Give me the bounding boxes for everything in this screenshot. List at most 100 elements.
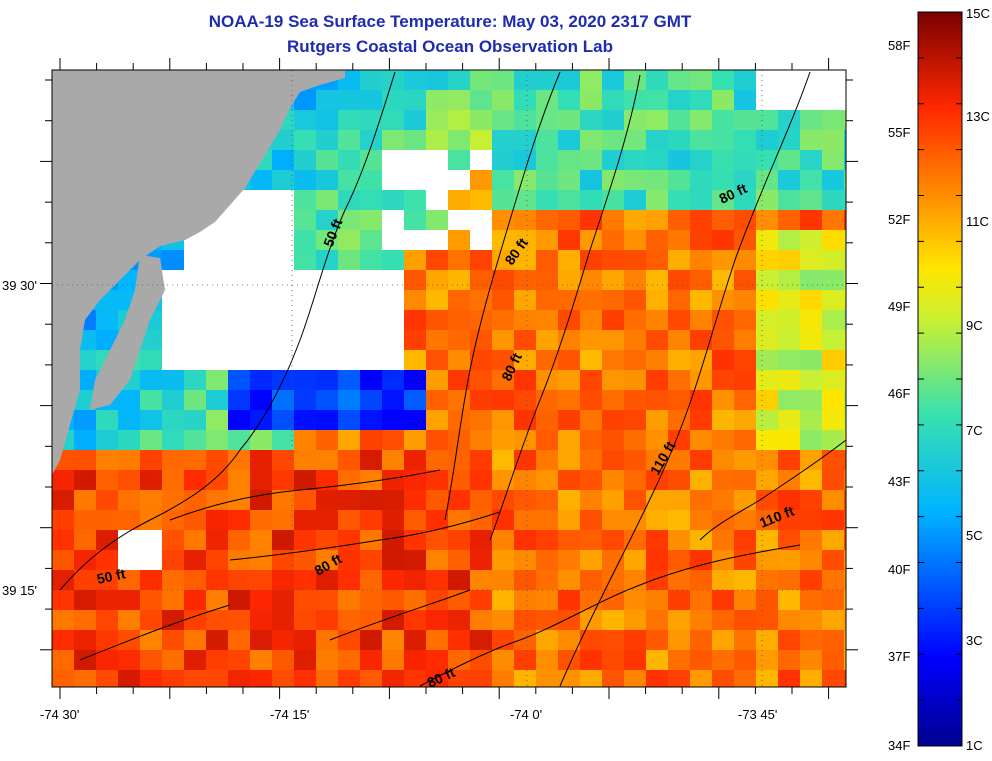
sst-cell: [470, 670, 493, 687]
sst-cell: [140, 470, 163, 491]
sst-cell: [470, 210, 493, 231]
sst-cell: [536, 310, 559, 331]
sst-cell: [778, 230, 801, 251]
sst-cell: [492, 370, 515, 391]
sst-cell: [756, 370, 779, 391]
x-tick-label: -74 30': [40, 707, 79, 722]
sst-cell: [404, 210, 427, 231]
sst-cell: [404, 190, 427, 211]
colorbar-f-label: 52F: [888, 212, 910, 227]
sst-cell: [448, 170, 471, 191]
sst-cell: [316, 130, 339, 151]
sst-cell: [470, 150, 493, 171]
sst-cell: [756, 390, 779, 411]
sst-cell: [536, 270, 559, 291]
sst-cell: [778, 270, 801, 291]
sst-cell: [228, 630, 251, 651]
sst-cell: [228, 650, 251, 671]
sst-cell: [316, 150, 339, 171]
sst-cell: [800, 670, 823, 687]
sst-cell: [602, 230, 625, 251]
sst-cell: [118, 590, 141, 611]
sst-cell: [712, 130, 735, 151]
sst-cell: [118, 450, 141, 471]
sst-cell: [338, 130, 361, 151]
sst-cell: [536, 190, 559, 211]
sst-cell: [800, 350, 823, 371]
sst-cell: [426, 330, 449, 351]
sst-cell: [96, 470, 119, 491]
sst-cell: [96, 650, 119, 671]
colorbar-f-label: 58F: [888, 38, 910, 53]
sst-cell: [74, 430, 97, 451]
sst-cell: [272, 670, 295, 687]
sst-cell: [734, 130, 757, 151]
sst-cell: [558, 210, 581, 231]
sst-cell: [646, 390, 669, 411]
sst-cell: [448, 110, 471, 131]
sst-cell: [558, 630, 581, 651]
sst-cell: [426, 290, 449, 311]
sst-cell: [426, 590, 449, 611]
sst-cell: [316, 530, 339, 551]
sst-cell: [426, 490, 449, 511]
sst-cell: [404, 550, 427, 571]
sst-cell: [448, 130, 471, 151]
sst-cell: [206, 470, 229, 491]
sst-cell: [448, 390, 471, 411]
sst-cell: [536, 210, 559, 231]
sst-cell: [272, 310, 295, 331]
sst-cell: [580, 650, 603, 671]
sst-cell: [404, 350, 427, 371]
sst-cell: [690, 130, 713, 151]
sst-cell: [536, 610, 559, 631]
sst-cell: [272, 610, 295, 631]
sst-cell: [668, 670, 691, 687]
sst-cell: [470, 430, 493, 451]
sst-cell: [360, 70, 383, 91]
sst-cell: [206, 650, 229, 671]
sst-cell: [800, 330, 823, 351]
sst-cell: [778, 430, 801, 451]
sst-cell: [712, 190, 735, 211]
sst-cell: [162, 570, 185, 591]
sst-cell: [602, 110, 625, 131]
sst-cell: [558, 190, 581, 211]
sst-cell: [338, 650, 361, 671]
x-tick-label: -74 0': [510, 707, 542, 722]
sst-cell: [756, 670, 779, 687]
sst-cell: [228, 210, 251, 231]
sst-cell: [206, 410, 229, 431]
sst-cell: [778, 310, 801, 331]
sst-cell: [184, 470, 207, 491]
sst-cell: [316, 430, 339, 451]
sst-cell: [316, 390, 339, 411]
sst-cell: [558, 610, 581, 631]
sst-cell: [448, 450, 471, 471]
sst-cell: [382, 570, 405, 591]
sst-cell: [646, 170, 669, 191]
sst-cell: [448, 590, 471, 611]
sst-cell: [360, 650, 383, 671]
sst-cell: [646, 350, 669, 371]
sst-cell: [426, 470, 449, 491]
depth-contours: [59, 71, 846, 687]
sst-cell: [602, 450, 625, 471]
sst-cell: [756, 230, 779, 251]
sst-cell: [294, 490, 317, 511]
sst-cell: [184, 630, 207, 651]
sst-cell: [844, 170, 846, 191]
sst-cell: [624, 550, 647, 571]
sst-cell: [206, 330, 229, 351]
sst-cell: [778, 650, 801, 671]
sst-cell: [74, 490, 97, 511]
x-axis-labels: -74 30' -74 15' -74 0' -73 45': [40, 707, 777, 722]
sst-cell: [404, 650, 427, 671]
sst-cell: [206, 510, 229, 531]
map-frame: [51, 69, 847, 688]
sst-cell: [734, 570, 757, 591]
sst-cell: [822, 210, 845, 231]
sst-cell: [734, 550, 757, 571]
sst-cell: [360, 250, 383, 271]
sst-cell: [404, 390, 427, 411]
